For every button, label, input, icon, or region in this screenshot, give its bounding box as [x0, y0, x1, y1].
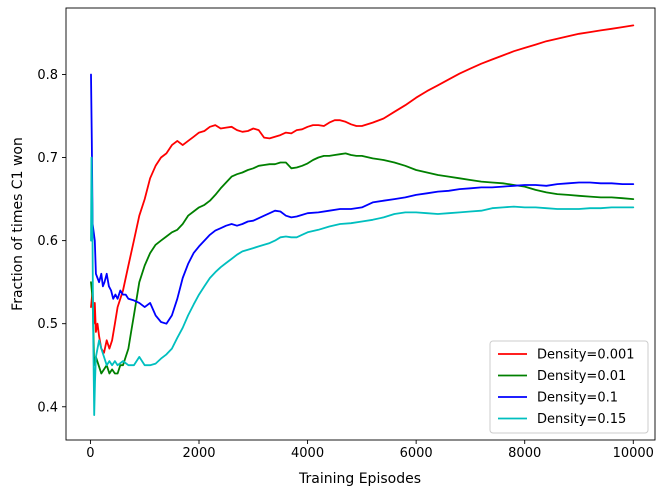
- y-tick-label: 0.4: [37, 400, 58, 415]
- y-axis-label: Fraction of times C1 won: [10, 137, 26, 311]
- x-tick-label: 10000: [613, 446, 654, 461]
- legend-label-2: Density=0.1: [537, 391, 618, 406]
- series-layer: [90, 24, 635, 416]
- legend-label-1: Density=0.01: [537, 369, 626, 384]
- legend-box: [489, 340, 649, 434]
- legend: Density=0.001 Density=0.01 Density=0.1 Dens…: [489, 340, 649, 434]
- series-line-2: [90, 73, 635, 325]
- x-tick-label: 4000: [291, 446, 324, 461]
- y-tick-label: 0.8: [37, 68, 58, 83]
- legend-label-3: Density=0.15: [537, 412, 626, 427]
- x-tick-label: 8000: [508, 446, 541, 461]
- x-axis-label: Training Episodes: [298, 471, 421, 487]
- series-line-3: [90, 156, 635, 416]
- x-axis: 0 2000 4000 6000 8000 10000: [86, 440, 654, 461]
- y-tick-label: 0.6: [37, 234, 58, 249]
- y-tick-label: 0.5: [37, 317, 58, 332]
- legend-label-0: Density=0.001: [537, 348, 635, 363]
- y-tick-label: 0.7: [37, 151, 58, 166]
- x-tick-label: 6000: [400, 446, 433, 461]
- x-tick-label: 0: [86, 446, 94, 461]
- y-axis: 0.4 0.5 0.6 0.7 0.8: [37, 68, 66, 415]
- series-line-1: [90, 152, 635, 375]
- x-tick-label: 2000: [182, 446, 215, 461]
